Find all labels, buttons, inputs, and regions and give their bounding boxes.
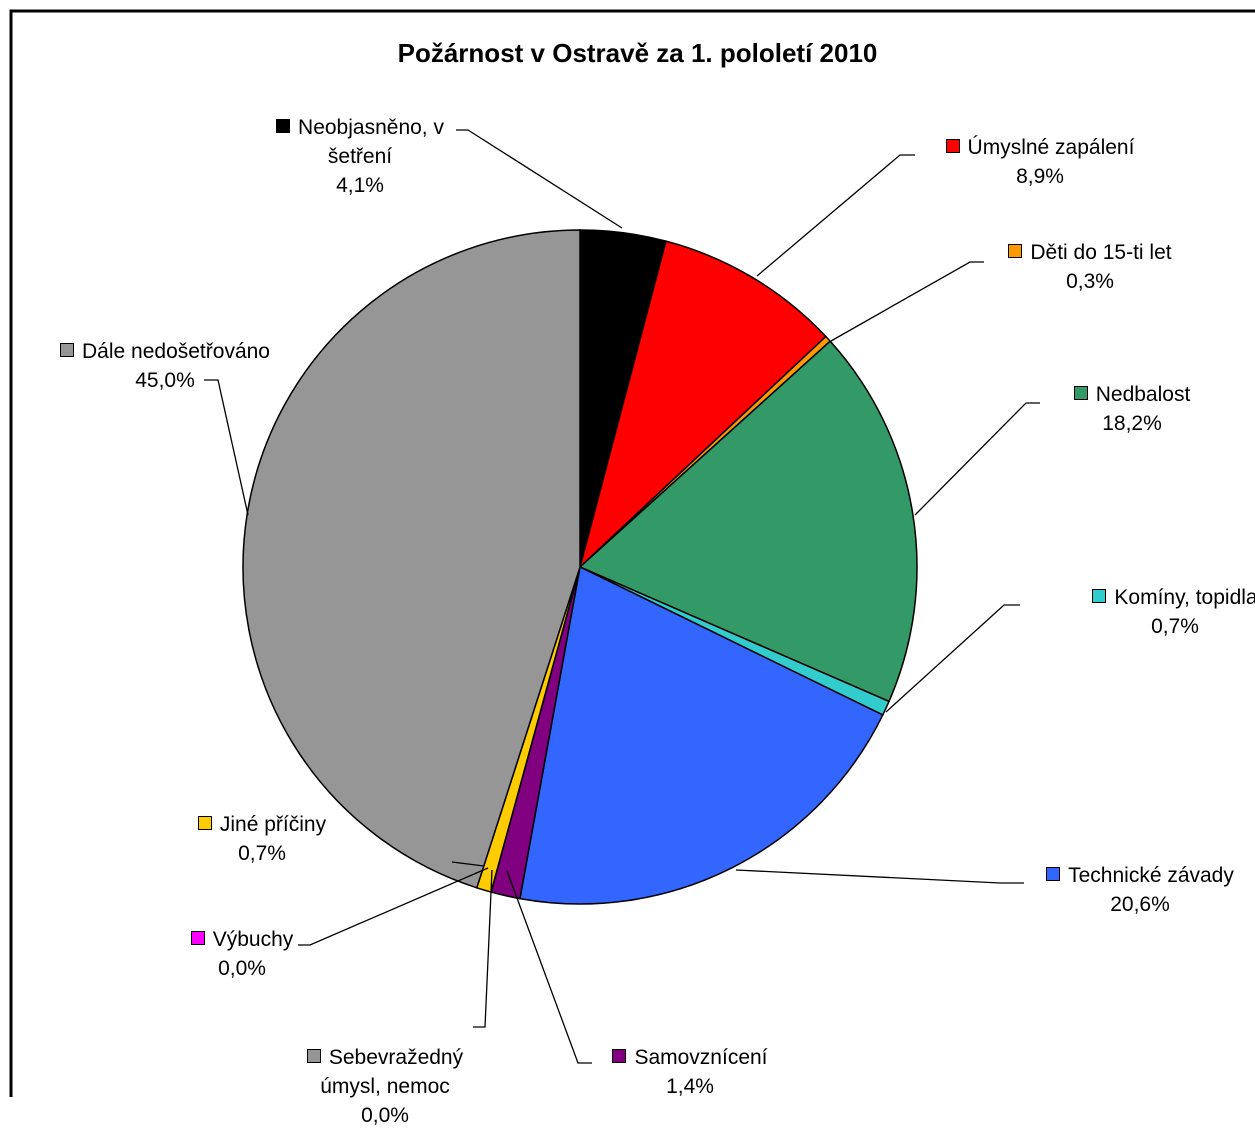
value-label: 8,9% <box>1016 165 1064 188</box>
data-label: Nedbalost 18,2% <box>1032 380 1232 438</box>
legend-key <box>190 931 205 945</box>
leader-line <box>914 402 1040 516</box>
label-name: Úmyslné zapálení <box>910 133 1170 162</box>
value-label: 0,7% <box>1151 615 1199 638</box>
category-label: Samovznícení <box>634 1046 768 1069</box>
pie-slice <box>242 229 581 889</box>
pie-slice <box>578 340 918 703</box>
leader-line <box>830 261 984 342</box>
legend-key <box>306 1049 321 1063</box>
data-label: Úmyslné zapálení 8,9% <box>910 133 1170 191</box>
data-label: Dále nedošetřováno 45,0% <box>30 337 300 395</box>
leader-line <box>456 129 623 229</box>
pie-slice <box>519 565 884 905</box>
category-label: Dále nedošetřováno <box>82 340 270 363</box>
chart-border <box>9 9 1255 1097</box>
legend-key <box>1008 244 1023 258</box>
data-label: Děti do 15-ti let 0,3% <box>980 238 1200 296</box>
category-label: Technické závady <box>1068 864 1234 887</box>
legend-key <box>612 1049 627 1063</box>
chart-title: Požárnost v Ostravě za 1. pololetí 2010 <box>397 38 878 68</box>
value-label: 0,0% <box>218 957 266 980</box>
leader-line <box>506 870 592 1064</box>
category-label: Nedbalost <box>1095 383 1191 406</box>
label-name: Dále nedošetřováno <box>30 337 300 366</box>
value-label: 18,2% <box>1102 412 1162 435</box>
label-name: Sebevražedný úmysl, nemoc <box>285 1043 485 1101</box>
category-label: Neobjasněno, v šetření <box>298 116 444 168</box>
value-label: 1,4% <box>666 1075 714 1098</box>
label-name: Samovznícení <box>590 1043 790 1072</box>
leader-line <box>298 867 489 946</box>
leader-line <box>756 154 915 277</box>
value-label: 0,7% <box>238 842 286 865</box>
data-label: Sebevražedný úmysl, nemoc 0,0% <box>285 1043 485 1130</box>
label-name: Nedbalost <box>1032 380 1232 409</box>
label-name: Komíny, topidla <box>1075 583 1255 612</box>
page: Požárnost v Ostravě za 1. pololetí 2010 … <box>9 9 1255 1127</box>
leader-line <box>885 604 1020 713</box>
legend-key <box>1046 867 1061 881</box>
value-label: 0,0% <box>361 1104 409 1127</box>
legend-key <box>945 139 960 153</box>
label-name: Výbuchy <box>162 925 322 954</box>
value-label: 45,0% <box>135 369 195 392</box>
leader-line <box>735 869 1024 884</box>
chart <box>9 9 1255 1097</box>
category-label: Sebevražedný úmysl, nemoc <box>320 1046 464 1098</box>
legend-key <box>197 816 212 830</box>
category-label: Výbuchy <box>212 928 294 951</box>
leader-line <box>451 861 485 867</box>
label-name: Jiné příčiny <box>162 810 362 839</box>
pie-slice <box>578 240 827 570</box>
legend-key <box>60 343 75 357</box>
leader-line <box>204 379 249 516</box>
data-label: Jiné příčiny 0,7% <box>162 810 362 868</box>
legend-key <box>1073 386 1088 400</box>
category-label: Jiné příčiny <box>219 813 327 836</box>
data-label: Neobjasněno, v šetření 4,1% <box>245 113 475 200</box>
label-name: Neobjasněno, v šetření <box>245 113 475 171</box>
category-label: Děti do 15-ti let <box>1030 241 1172 264</box>
value-label: 20,6% <box>1110 893 1170 916</box>
category-label: Úmyslné zapálení <box>967 136 1135 159</box>
value-label: 4,1% <box>336 174 384 197</box>
legend-key <box>1092 589 1107 603</box>
data-label: Komíny, topidla 0,7% <box>1075 583 1255 641</box>
leader-line <box>473 869 493 1028</box>
data-label: Samovznícení 1,4% <box>590 1043 790 1101</box>
data-label: Výbuchy 0,0% <box>162 925 322 983</box>
label-name: Technické závady <box>1020 861 1255 890</box>
data-label: Technické závady 20,6% <box>1020 861 1255 919</box>
value-label: 0,3% <box>1066 270 1114 293</box>
label-name: Děti do 15-ti let <box>980 238 1200 267</box>
category-label: Komíny, topidla <box>1114 586 1255 609</box>
legend-key <box>276 119 291 133</box>
